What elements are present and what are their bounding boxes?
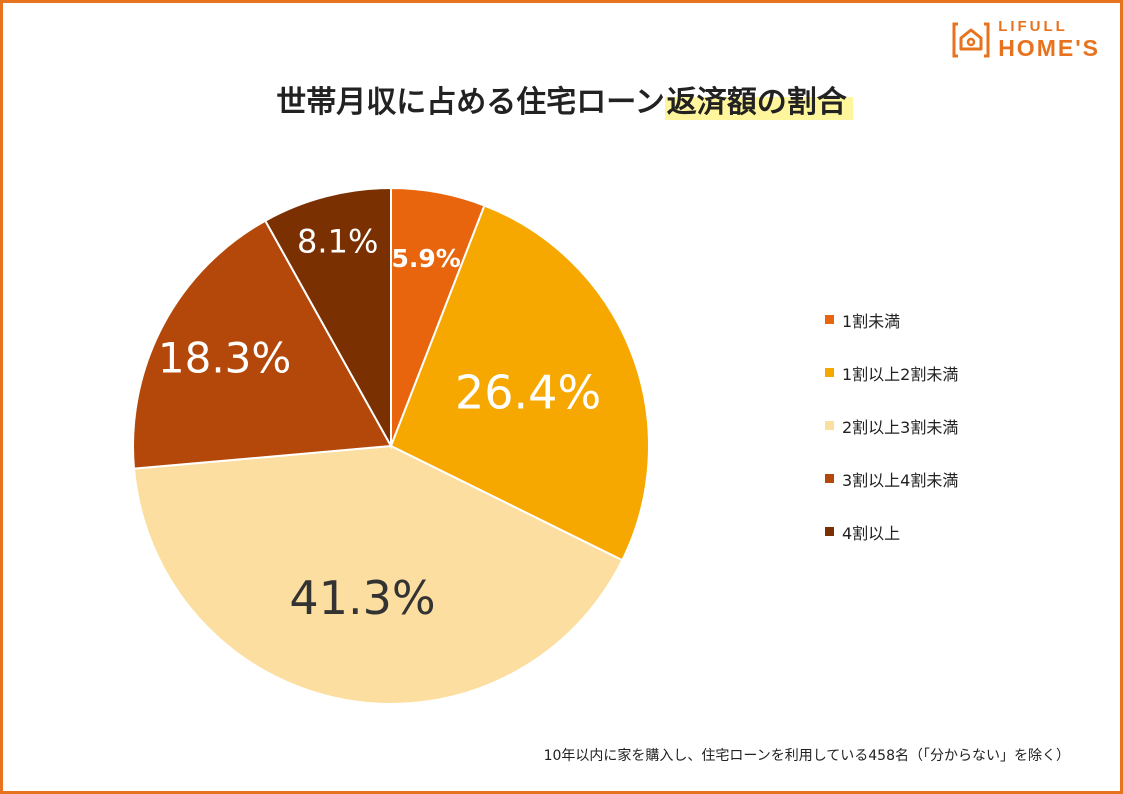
pie-chart: 5.9% 26.4% 41.3% 18.3% 8.1% [132, 186, 650, 705]
house-logo-icon [952, 22, 990, 57]
chart-title-highlight: 返済額の割合 [664, 85, 853, 120]
pie-slice-3 [132, 444, 624, 705]
legend-label-3: 2割以上3割未満 [842, 417, 959, 437]
pie-value-label-2: 26.4% [455, 366, 601, 420]
legend-label-2: 1割以上2割未満 [842, 364, 959, 384]
legend-label-5: 4割以上 [842, 523, 901, 543]
legend-swatch-4 [825, 474, 834, 483]
pie-value-label-3: 41.3% [289, 571, 435, 625]
legend-item-3: 2割以上3割未満 [825, 399, 958, 452]
lifull-homes-logo: LIFULL HOME'S [952, 19, 1100, 60]
footnote: 10年以内に家を購入し、住宅ローンを利用している458名（「分からない」を除く） [543, 748, 1070, 764]
pie-slice-2 [389, 204, 650, 562]
pie-value-label-4: 18.3% [158, 333, 291, 382]
legend-item-5: 4割以上 [825, 505, 958, 558]
logo-text-bottom: HOME'S [998, 35, 1100, 61]
chart-title: 世帯月収に占める住宅ローン返済額の割合 [3, 77, 1123, 121]
legend-item-2: 1割以上2割未満 [825, 346, 958, 399]
legend-swatch-1 [825, 315, 834, 324]
chart-legend: 1割未満 1割以上2割未満 2割以上3割未満 3割以上4割未満 4割以上 [825, 293, 958, 558]
logo-text-top: LIFULL [998, 18, 1068, 35]
legend-swatch-3 [825, 421, 834, 430]
pie-slice-5 [263, 186, 392, 450]
legend-label-4: 3割以上4割未満 [842, 470, 959, 490]
pie-slice-4 [132, 219, 393, 470]
legend-swatch-5 [825, 527, 834, 536]
legend-swatch-2 [825, 368, 834, 377]
legend-item-1: 1割未満 [825, 293, 958, 346]
legend-label-1: 1割未満 [842, 311, 901, 331]
pie-value-label-1: 5.9% [392, 244, 461, 273]
legend-item-4: 3割以上4割未満 [825, 452, 958, 505]
pie-value-label-5: 8.1% [297, 222, 378, 260]
chart-title-main: 世帯月収に占める住宅ローン [276, 85, 665, 120]
